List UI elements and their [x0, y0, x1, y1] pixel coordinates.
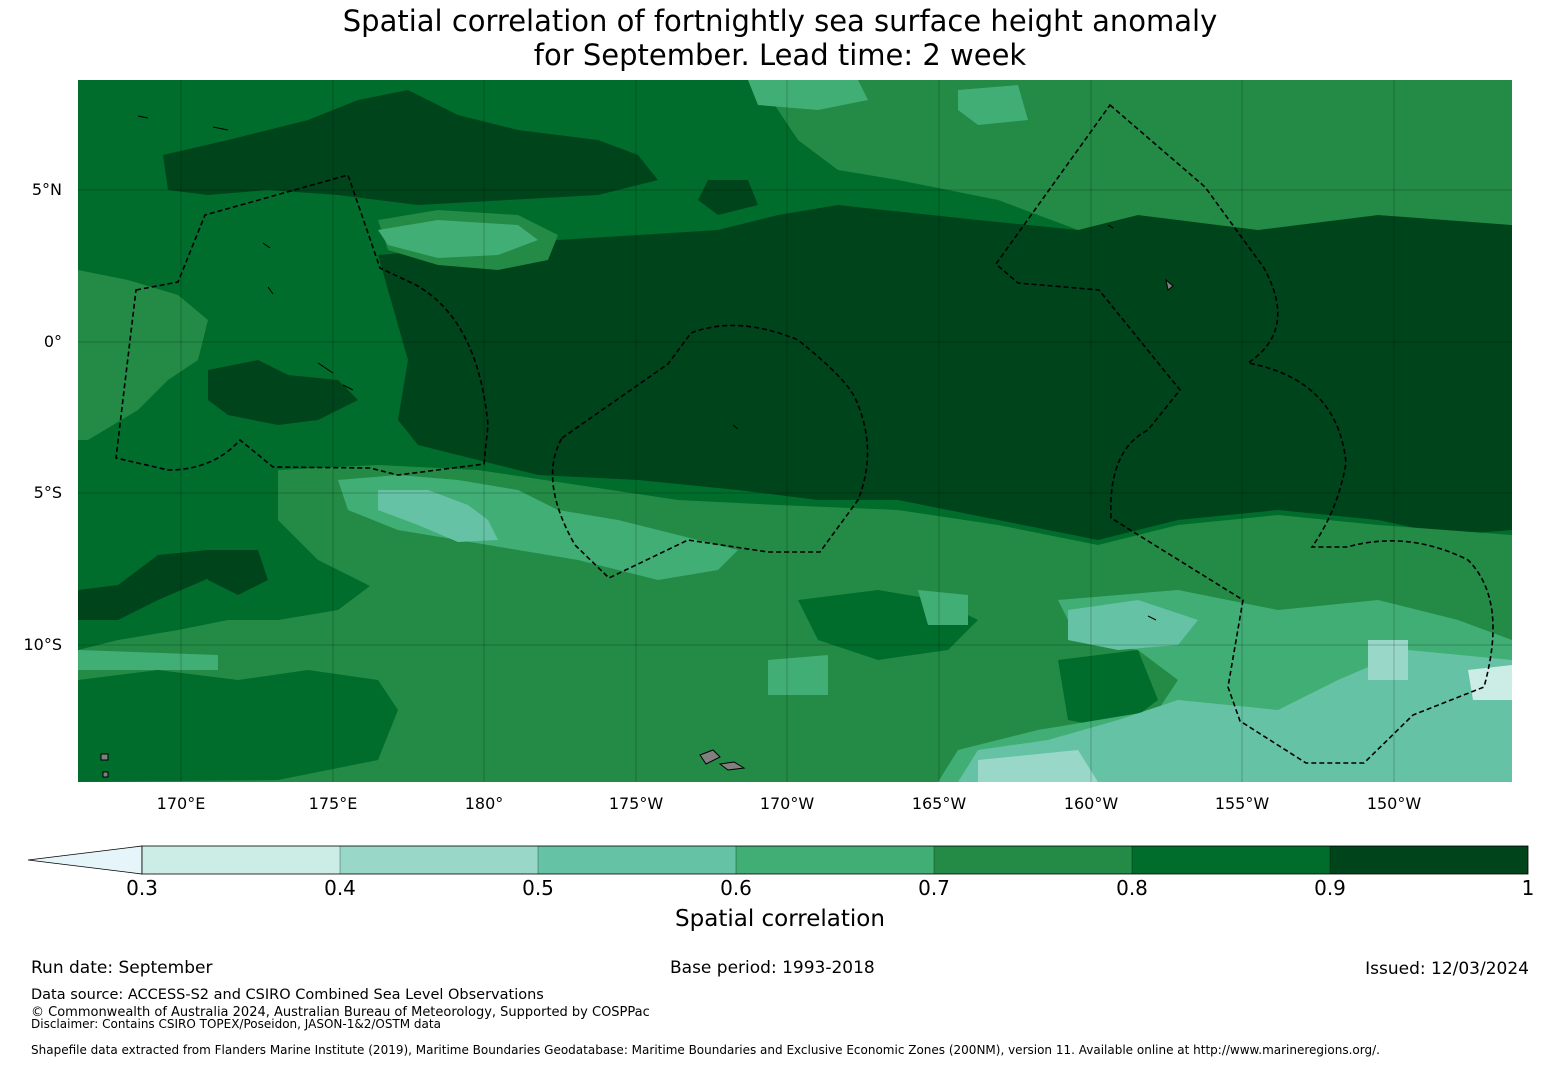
colorbar-tick-1: 1	[1521, 876, 1535, 900]
chart-title-line1: Spatial correlation of fortnightly sea s…	[342, 4, 1218, 38]
correlation-map	[78, 80, 1512, 782]
eez-boundaries	[115, 103, 1494, 764]
lat-tick-5n: 5°N	[31, 180, 62, 199]
issued-date: Issued: 12/03/2024	[1365, 959, 1529, 979]
region-corr-0.6-south-patch-2	[768, 655, 828, 695]
region-corr-0.6-south-patch	[918, 590, 968, 625]
colorbar-outline	[141, 845, 1529, 875]
region-corr-0.8-southcentral-patch	[1058, 650, 1158, 730]
eez-boundary-east	[994, 103, 1494, 764]
colorbar	[28, 845, 1529, 875]
region-corr-0.5-central	[378, 490, 498, 542]
run-date: Run date: September	[31, 958, 213, 978]
region-corr-0.9-sw-islet	[208, 550, 268, 595]
copyright: © Commonwealth of Australia 2024, Austra…	[31, 1005, 650, 1020]
lon-tick-180: 180°	[464, 794, 504, 813]
lon-tick-175w: 175°W	[608, 794, 664, 813]
chart-title-line2: for September. Lead time: 2 week	[533, 38, 1027, 72]
region-corr-0.6-left-strip	[78, 650, 218, 670]
eez-boundary-west	[115, 174, 489, 476]
lon-tick-170e: 170°E	[156, 794, 206, 813]
lat-tick-10s: 10°S	[23, 635, 62, 654]
colorbar-bin-0.4	[340, 846, 538, 874]
region-corr-0.6-north	[748, 80, 868, 110]
colorbar-extend-triangle	[28, 845, 143, 875]
colorbar-bin-0.3	[142, 846, 340, 874]
data-source: Data source: ACCESS-S2 and CSIRO Combine…	[31, 987, 544, 1003]
colorbar-bin-0.8	[1132, 846, 1330, 874]
island-small-sw	[102, 771, 109, 778]
shapefile-credit: Shapefile data extracted from Flanders M…	[31, 1043, 1380, 1057]
region-corr-0.7-west-band	[78, 270, 208, 440]
colorbar-tick-0.8: 0.8	[1116, 876, 1148, 900]
colorbar-bin-0.6	[736, 846, 934, 874]
region-corr-0.7-northeast	[758, 80, 1512, 230]
lon-tick-175e: 175°E	[308, 794, 358, 813]
base-period: Base period: 1993-2018	[670, 958, 875, 978]
colorbar-tick-0.6: 0.6	[720, 876, 752, 900]
colorbar-title: Spatial correlation	[675, 906, 885, 932]
colorbar-bin-0.5	[538, 846, 736, 874]
colorbar-tick-0.4: 0.4	[324, 876, 356, 900]
colorbar-bin-0.9	[1330, 846, 1528, 874]
island-samoa-savaii	[718, 761, 746, 771]
region-corr-0.9-southwest	[78, 550, 228, 620]
region-corr-0.5-east	[1068, 600, 1198, 650]
region-corr-0.8-southwest-patch	[78, 670, 398, 782]
colorbar-tick-0.5: 0.5	[522, 876, 554, 900]
region-corr-0.5-southeast	[958, 650, 1512, 782]
region-corr-0.9-west	[208, 360, 358, 425]
island-samoa-upolu	[699, 749, 721, 765]
colorbar-bin-0.7	[934, 846, 1132, 874]
island-east-kiritimati	[1165, 278, 1174, 291]
disclaimer: Disclaimer: Contains CSIRO TOPEX/Poseido…	[31, 1017, 441, 1031]
colorbar-tick-0.9: 0.9	[1314, 876, 1346, 900]
region-corr-0.4-southeast	[1368, 640, 1408, 680]
region-corr-0.9-north	[163, 90, 658, 205]
lon-tick-160w: 160°W	[1063, 794, 1119, 813]
eez-boundary-central	[551, 324, 869, 579]
region-corr-0.9-northeast	[698, 180, 758, 215]
island-west-1	[100, 753, 109, 761]
lon-tick-165w: 165°W	[911, 794, 967, 813]
colorbar-tick-0.3: 0.3	[126, 876, 158, 900]
lat-tick-0: 0°	[43, 332, 62, 351]
graticule	[78, 80, 1512, 782]
islands	[100, 278, 1174, 778]
colorbar-tick-0.7: 0.7	[918, 876, 950, 900]
lon-tick-170w: 170°W	[759, 794, 815, 813]
region-corr-0.4-south	[978, 750, 1098, 782]
region-corr-0.9-equatorial	[378, 205, 1512, 540]
atolls	[137, 115, 1157, 621]
region-corr-0.6-northeast	[958, 85, 1028, 125]
lat-tick-5s: 5°S	[33, 483, 62, 502]
region-corr-0.6-north-center	[378, 220, 538, 258]
region-corr-0.3-southeast	[1468, 665, 1512, 700]
colorbar-dividers	[339, 846, 1331, 874]
lon-tick-150w: 150°W	[1366, 794, 1422, 813]
lon-tick-155w: 155°W	[1214, 794, 1270, 813]
